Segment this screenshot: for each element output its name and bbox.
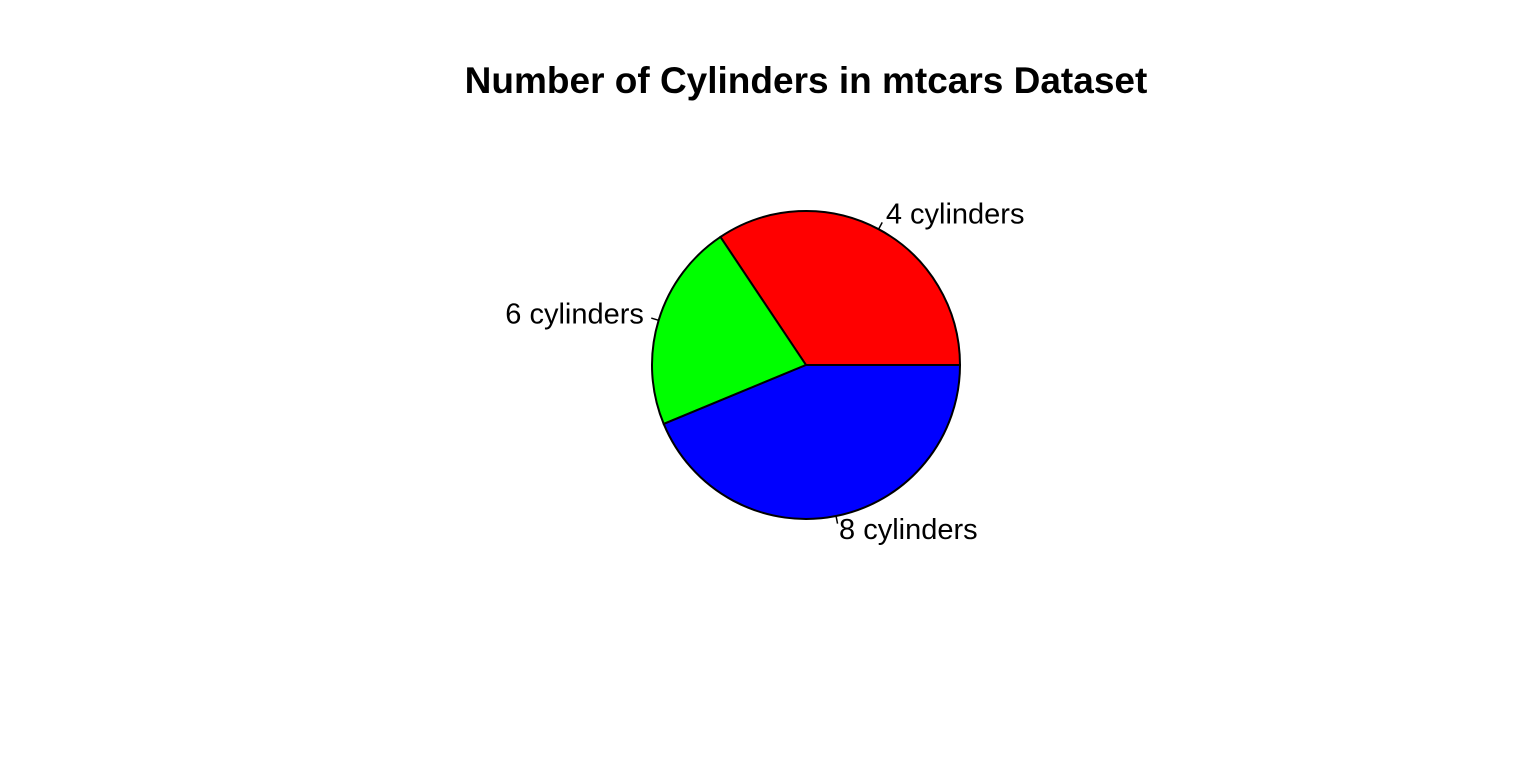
pie-slice-6-cylinders xyxy=(651,235,808,426)
leader-line-4-cylinders xyxy=(877,222,883,230)
slice-labels: 4 cylinders 6 cylinders 8 cylinders xyxy=(505,198,1024,546)
leader-lines xyxy=(651,222,883,524)
slice-label-4-cylinders: 4 cylinders xyxy=(886,198,1025,230)
pie-slices xyxy=(651,210,962,520)
pie-slice-8-cylinders xyxy=(662,364,962,520)
leader-line-8-cylinders xyxy=(835,515,839,524)
slice-label-8-cylinders: 8 cylinders xyxy=(839,514,978,546)
leader-line-6-cylinders xyxy=(651,317,659,322)
chart-title: Number of Cylinders in mtcars Dataset xyxy=(465,60,1148,101)
slice-label-6-cylinders: 6 cylinders xyxy=(505,298,644,330)
